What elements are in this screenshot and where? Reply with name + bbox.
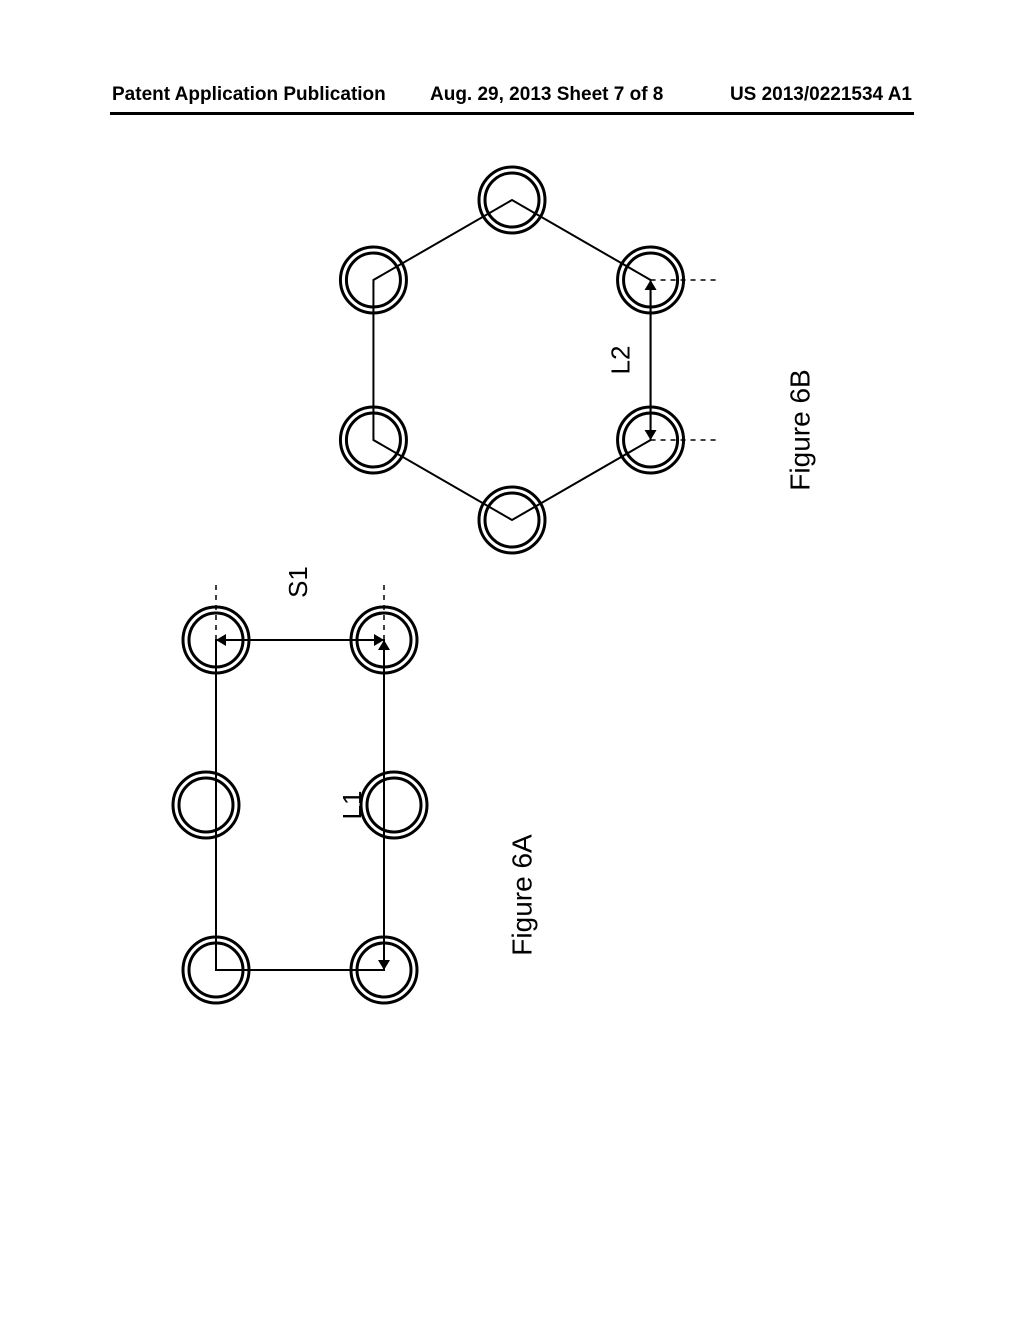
svg-text:L2: L2 <box>605 346 635 375</box>
svg-text:Figure 6B: Figure 6B <box>784 369 815 490</box>
header-right: US 2013/0221534 A1 <box>730 84 912 106</box>
header-rule <box>110 112 914 115</box>
figures-area: L2 Figure 6B S1 L1 Figure 6A <box>0 140 1024 1240</box>
svg-text:Figure 6A: Figure 6A <box>506 834 537 956</box>
header-left: Patent Application Publication <box>112 84 386 106</box>
header-center: Aug. 29, 2013 Sheet 7 of 8 <box>430 84 663 106</box>
page-header: Patent Application Publication Aug. 29, … <box>0 84 1024 124</box>
svg-text:S1: S1 <box>283 566 313 598</box>
figures-svg: L2 Figure 6B S1 L1 Figure 6A <box>0 140 1024 1240</box>
svg-text:L1: L1 <box>337 791 367 820</box>
